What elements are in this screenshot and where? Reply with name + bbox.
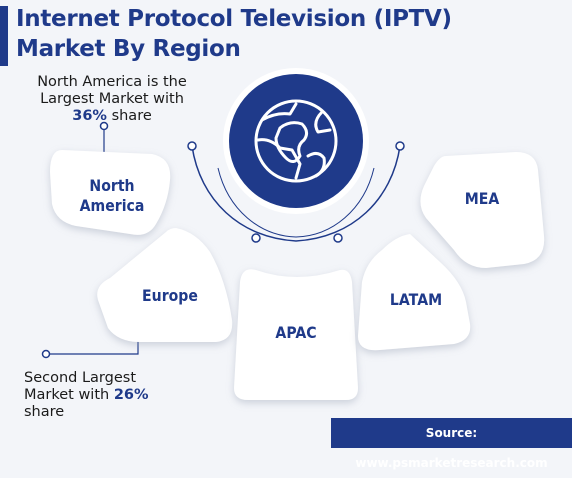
north-america-share-value: 36% [72, 108, 107, 124]
region-diagram [41, 68, 545, 400]
page-title: Internet Protocol Television (IPTV) Mark… [16, 6, 452, 62]
title-accent-bar [0, 6, 8, 66]
connector-node [395, 141, 405, 151]
latam-card[interactable] [358, 234, 471, 351]
source-url[interactable]: www.psmarketresearch.com [355, 456, 548, 470]
europe-share-value: 26% [113, 387, 149, 403]
europe-label: Europe [142, 286, 198, 305]
connector-node [333, 233, 343, 243]
apac-card[interactable] [234, 269, 358, 400]
connector-node [99, 121, 109, 131]
mea-card[interactable] [420, 152, 545, 268]
apac-label: APAC [275, 323, 317, 342]
source-label: Source: [425, 426, 478, 440]
north-america-label: North America [70, 176, 154, 216]
connector-node [251, 233, 261, 243]
europe-note: Second Largest Market with 26% share [24, 370, 174, 421]
connector-node [41, 349, 51, 359]
europe-note-text: Second Largest Market with [24, 370, 137, 403]
globe-icon [223, 68, 369, 214]
north-america-note-text: North America is the Largest Market with [37, 74, 187, 107]
connector-arc-outer [191, 145, 401, 242]
north-america-note-suffix: share [111, 108, 152, 124]
north-label-line1: North [89, 176, 135, 195]
mea-label: MEA [464, 189, 500, 208]
europe-note-suffix: share [24, 404, 65, 420]
europe-card[interactable] [97, 228, 233, 342]
north-label-line2: America [79, 196, 145, 215]
latam-label: LATAM [389, 290, 443, 309]
north-america-card[interactable] [50, 150, 171, 235]
connector-node [187, 141, 197, 151]
connector-arc-inner [217, 167, 375, 238]
north-america-note: North America is the Largest Market with… [34, 74, 190, 125]
source-footer: Source: www.psmarketresearch.com [331, 418, 572, 470]
